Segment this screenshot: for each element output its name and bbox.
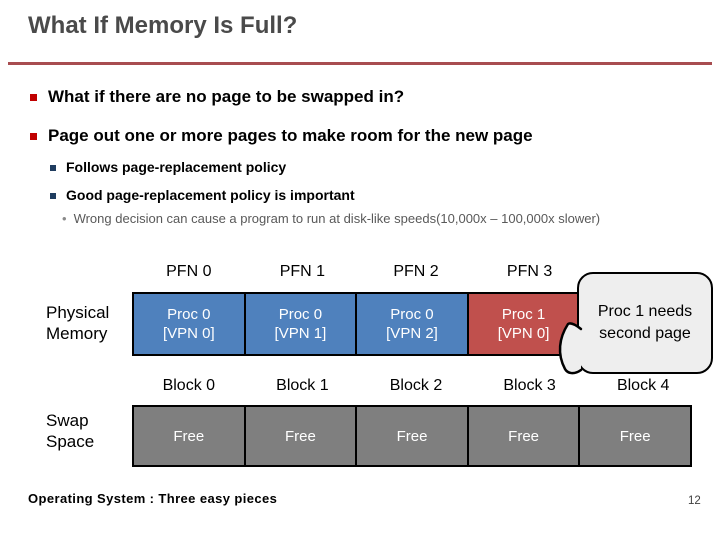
sub-bullet-text: Good page-replacement policy is importan… <box>66 187 355 203</box>
bullet-text: Page out one or more pages to make room … <box>48 126 533 145</box>
bullet-square-icon <box>50 165 56 171</box>
pfn-cell: Proc 0 [VPN 2] <box>355 292 469 356</box>
bullet-dot-icon: • <box>62 211 67 226</box>
swap-block-cell: Free <box>132 405 246 467</box>
block-label: Block 4 <box>616 377 670 394</box>
pfn-label: PFN 1 <box>279 263 326 280</box>
bullet-text: What if there are no page to be swapped … <box>48 87 405 106</box>
cell-proc-label: Proc 1 <box>501 306 546 323</box>
cell-proc-label: Proc 0 <box>278 306 323 323</box>
swap-cell-label: Free <box>284 427 316 445</box>
swap-space-row: Free Free Free Free Free <box>132 405 692 467</box>
swap-block-cell: Free <box>355 405 469 467</box>
title-divider <box>8 62 712 65</box>
cell-proc-label: Proc 0 <box>167 306 211 323</box>
pfn-cell-proc1: Proc 1 [VPN 0] <box>466 292 581 356</box>
bullet-square-icon <box>30 133 37 140</box>
pfn-cell: Proc 0 [VPN 0] <box>132 292 246 356</box>
sub-bullet-item: Follows page-replacement policy <box>50 158 286 176</box>
page-number: 12 <box>688 495 701 507</box>
footer-book-title: Operating System : Three easy pieces <box>28 491 278 506</box>
pfn-labels-row: PFN 0 PFN 1 PFN 2 PFN 3 <box>132 263 586 281</box>
physical-memory-label: Physical Memory <box>46 303 110 343</box>
bullet-item: Page out one or more pages to make room … <box>30 125 533 146</box>
cell-vpn-label: [VPN 0] <box>162 325 215 342</box>
swap-block-cell: Free <box>466 405 581 467</box>
swap-block-cell: Free <box>243 405 358 467</box>
pfn-label: PFN 0 <box>166 263 212 280</box>
swap-cell-label: Free <box>508 427 539 445</box>
sub-sub-bullet-item: • Wrong decision can cause a program to … <box>62 210 600 228</box>
cell-proc-label: Proc 0 <box>390 306 434 323</box>
block-label: Block 2 <box>389 377 443 394</box>
block-label: Block 1 <box>276 377 329 394</box>
block-labels-row: Block 0 Block 1 Block 2 Block 3 Block 4 <box>132 377 700 395</box>
sub-bullet-text: Follows page-replacement policy <box>66 159 287 175</box>
pfn-label: PFN 3 <box>506 263 553 280</box>
callout-proc1-needs-second-page: Proc 1 needs second page <box>577 272 713 374</box>
callout-text-line1: Proc 1 needs <box>597 303 693 320</box>
callout-text-line2: second page <box>599 325 691 342</box>
physical-memory-row: Proc 0 [VPN 0] Proc 0 [VPN 1] Proc 0 [VP… <box>132 292 581 356</box>
swap-cell-label: Free <box>173 427 205 445</box>
sub-sub-bullet-text: Wrong decision can cause a program to ru… <box>73 211 601 226</box>
cell-vpn-label: [VPN 2] <box>386 325 438 342</box>
block-label: Block 3 <box>503 377 556 394</box>
swap-cell-label: Free <box>619 427 651 445</box>
pfn-cell: Proc 0 [VPN 1] <box>243 292 358 356</box>
swap-space-label: Swap Space <box>46 411 95 451</box>
block-label: Block 0 <box>162 377 216 394</box>
pfn-label: PFN 2 <box>393 263 439 280</box>
bullet-square-icon <box>30 94 37 101</box>
bullet-square-icon <box>50 193 56 199</box>
cell-vpn-label: [VPN 0] <box>497 325 550 342</box>
swap-block-cell: Free <box>578 405 692 467</box>
bullet-item: What if there are no page to be swapped … <box>30 86 404 107</box>
sub-bullet-item: Good page-replacement policy is importan… <box>50 186 355 204</box>
swap-cell-label: Free <box>396 427 428 445</box>
callout-tail-icon <box>558 322 583 375</box>
cell-vpn-label: [VPN 1] <box>274 325 327 342</box>
slide-title: What If Memory Is Full? <box>28 12 298 39</box>
